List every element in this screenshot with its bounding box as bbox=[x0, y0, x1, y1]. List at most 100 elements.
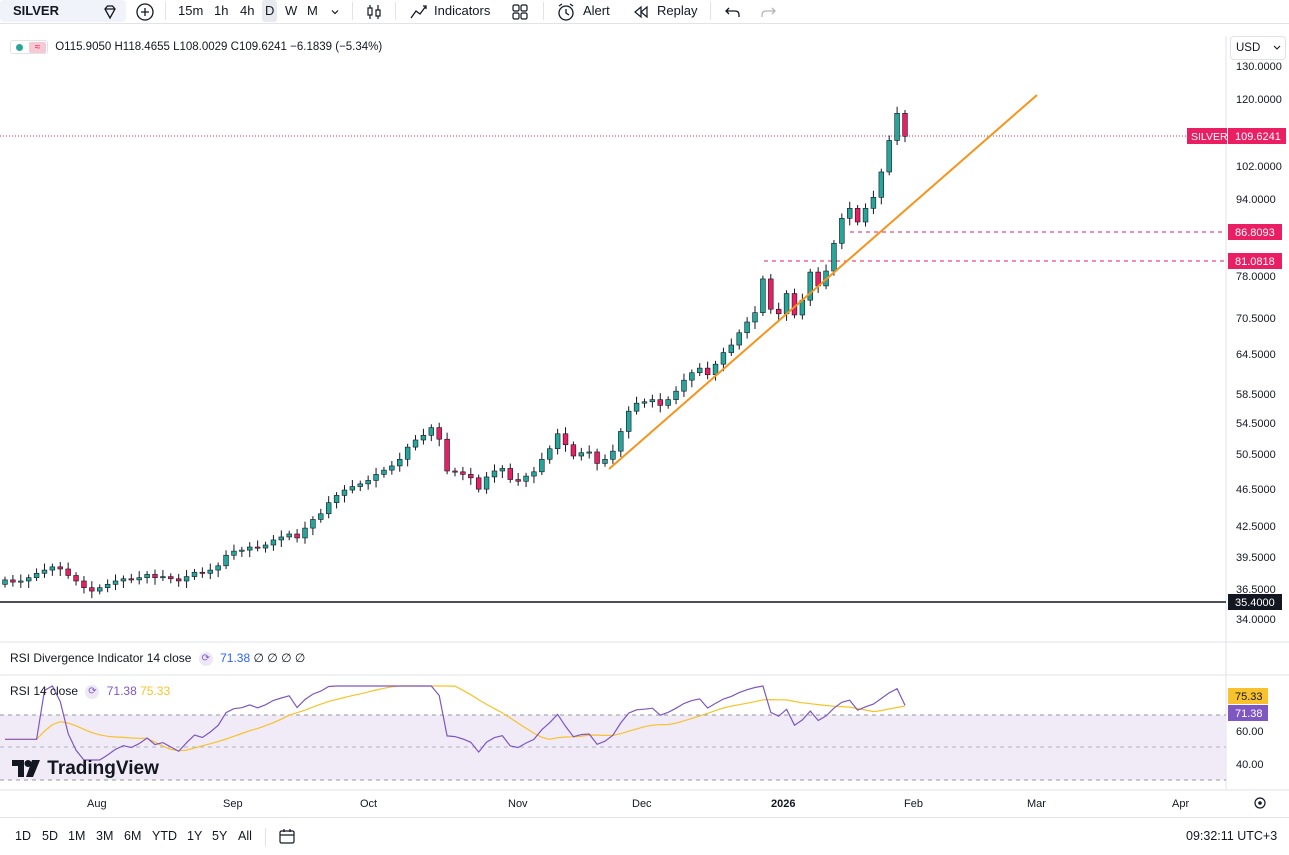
range-all[interactable]: All bbox=[238, 829, 252, 843]
redo-icon[interactable] bbox=[759, 0, 777, 22]
alert-icon[interactable] bbox=[556, 0, 576, 22]
candle bbox=[436, 427, 442, 440]
chart-canvas[interactable]: 130.0000 120.0000 102.0000 94.0000 78.00… bbox=[0, 0, 1289, 817]
divergence-indicator-legend[interactable]: RSI Divergence Indicator 14 close ⟳ 71.3… bbox=[10, 651, 305, 666]
candle bbox=[586, 451, 592, 454]
candle bbox=[681, 379, 687, 392]
time-tick: 2026 bbox=[771, 798, 795, 810]
rsi-axis-tick: 60.00 bbox=[1236, 726, 1264, 738]
candle bbox=[33, 573, 40, 578]
candle bbox=[428, 427, 435, 436]
replay-icon[interactable] bbox=[632, 0, 650, 22]
divergence-indicator-extra: ∅ ∅ ∅ ∅ bbox=[253, 651, 306, 665]
calendar-icon[interactable] bbox=[278, 827, 296, 848]
time-tick: Apr bbox=[1172, 798, 1189, 810]
indicators-icon[interactable] bbox=[409, 0, 429, 22]
candle bbox=[878, 171, 885, 198]
time-tick: Nov bbox=[508, 798, 528, 810]
rsi-indicator-value: 71.38 bbox=[106, 684, 137, 698]
candle bbox=[578, 452, 585, 457]
clock[interactable]: 09:32:11 UTC+3 bbox=[1186, 829, 1278, 843]
candle bbox=[768, 278, 774, 310]
candle bbox=[539, 458, 545, 473]
candle bbox=[397, 458, 403, 467]
candle bbox=[697, 367, 703, 374]
candle bbox=[381, 469, 387, 475]
timeframe-m[interactable]: M bbox=[307, 3, 318, 18]
range-3m[interactable]: 3M bbox=[96, 829, 114, 843]
candle bbox=[160, 576, 166, 579]
symbol-price-tag bbox=[1187, 128, 1227, 144]
settings-icon[interactable] bbox=[1254, 797, 1266, 809]
candle bbox=[365, 480, 371, 485]
candle bbox=[531, 471, 537, 477]
candle bbox=[689, 372, 695, 381]
symbol-name[interactable]: SILVER bbox=[13, 3, 59, 18]
candle bbox=[223, 554, 229, 567]
timeframe-15m[interactable]: 15m bbox=[178, 3, 204, 18]
range-ytd[interactable]: YTD bbox=[152, 829, 177, 843]
candle bbox=[65, 568, 71, 576]
timeframe-d[interactable]: D bbox=[262, 0, 278, 22]
timeframe-4h[interactable]: 4h bbox=[240, 3, 255, 18]
candle bbox=[239, 549, 245, 552]
bottom-separator bbox=[265, 828, 266, 846]
undo-icon[interactable] bbox=[724, 0, 742, 22]
candle bbox=[562, 433, 569, 446]
reload-icon[interactable]: ⟳ bbox=[198, 651, 213, 666]
rsi-indicator-legend[interactable]: RSI 14 close ⟳ 71.38 75.33 bbox=[10, 684, 170, 699]
candle bbox=[783, 293, 790, 315]
range-5y[interactable]: 5Y bbox=[212, 829, 228, 843]
candle bbox=[318, 513, 324, 520]
range-6m[interactable]: 6M bbox=[124, 829, 142, 843]
candle bbox=[152, 574, 158, 578]
price-tick: 70.5000 bbox=[1236, 313, 1276, 325]
candle bbox=[633, 402, 640, 412]
candle bbox=[81, 580, 87, 588]
candle bbox=[325, 502, 332, 515]
candle bbox=[460, 471, 466, 475]
add-symbol-icon[interactable] bbox=[135, 0, 155, 22]
currency-select[interactable]: USD bbox=[1230, 36, 1286, 60]
range-1y[interactable]: 1Y bbox=[187, 829, 203, 843]
price-tick: 64.5000 bbox=[1236, 349, 1276, 361]
timeframe-1h[interactable]: 1h bbox=[214, 3, 229, 18]
indicators-button[interactable]: Indicators bbox=[434, 3, 491, 18]
candle bbox=[665, 399, 671, 406]
alert-button[interactable]: Alert bbox=[583, 3, 610, 18]
candle bbox=[570, 444, 577, 457]
candle bbox=[554, 433, 561, 450]
candles-icon[interactable] bbox=[365, 0, 383, 22]
price-tick: 102.0000 bbox=[1236, 161, 1282, 173]
range-5d[interactable]: 5D bbox=[42, 829, 58, 843]
candle bbox=[704, 367, 711, 376]
divergence-indicator-name: RSI Divergence Indicator 14 close bbox=[10, 651, 192, 665]
layout-icon[interactable] bbox=[511, 0, 529, 22]
candle bbox=[175, 578, 182, 582]
diamond-icon[interactable] bbox=[101, 0, 119, 22]
tradingview-logo-icon bbox=[12, 760, 40, 777]
level-1-label: 86.8093 bbox=[1235, 227, 1275, 239]
candle bbox=[752, 312, 758, 323]
timeframe-w[interactable]: W bbox=[285, 3, 298, 18]
time-tick: Mar bbox=[1027, 798, 1046, 810]
candle bbox=[120, 578, 127, 582]
rsi-line bbox=[5, 685, 906, 761]
chevron-down-icon[interactable] bbox=[329, 0, 341, 22]
rsi-axis-tick: 40.00 bbox=[1236, 759, 1264, 771]
candle bbox=[215, 565, 221, 571]
candle bbox=[294, 533, 300, 539]
tradingview-logo[interactable]: TradingView bbox=[12, 758, 159, 782]
range-1d[interactable]: 1D bbox=[15, 829, 31, 843]
close-value: C109.6241 bbox=[230, 41, 287, 54]
range-1m[interactable]: 1M bbox=[68, 829, 86, 843]
series-visibility-toggle[interactable]: ≈ bbox=[10, 40, 48, 54]
trend-line[interactable] bbox=[608, 94, 1038, 470]
reload-icon[interactable]: ⟳ bbox=[85, 684, 100, 699]
rsi-ma-line bbox=[5, 685, 906, 752]
candle bbox=[18, 580, 24, 583]
candle bbox=[515, 479, 521, 482]
symbol-search-box[interactable] bbox=[0, 0, 126, 22]
replay-button[interactable]: Replay bbox=[657, 3, 698, 18]
candle bbox=[594, 451, 600, 464]
